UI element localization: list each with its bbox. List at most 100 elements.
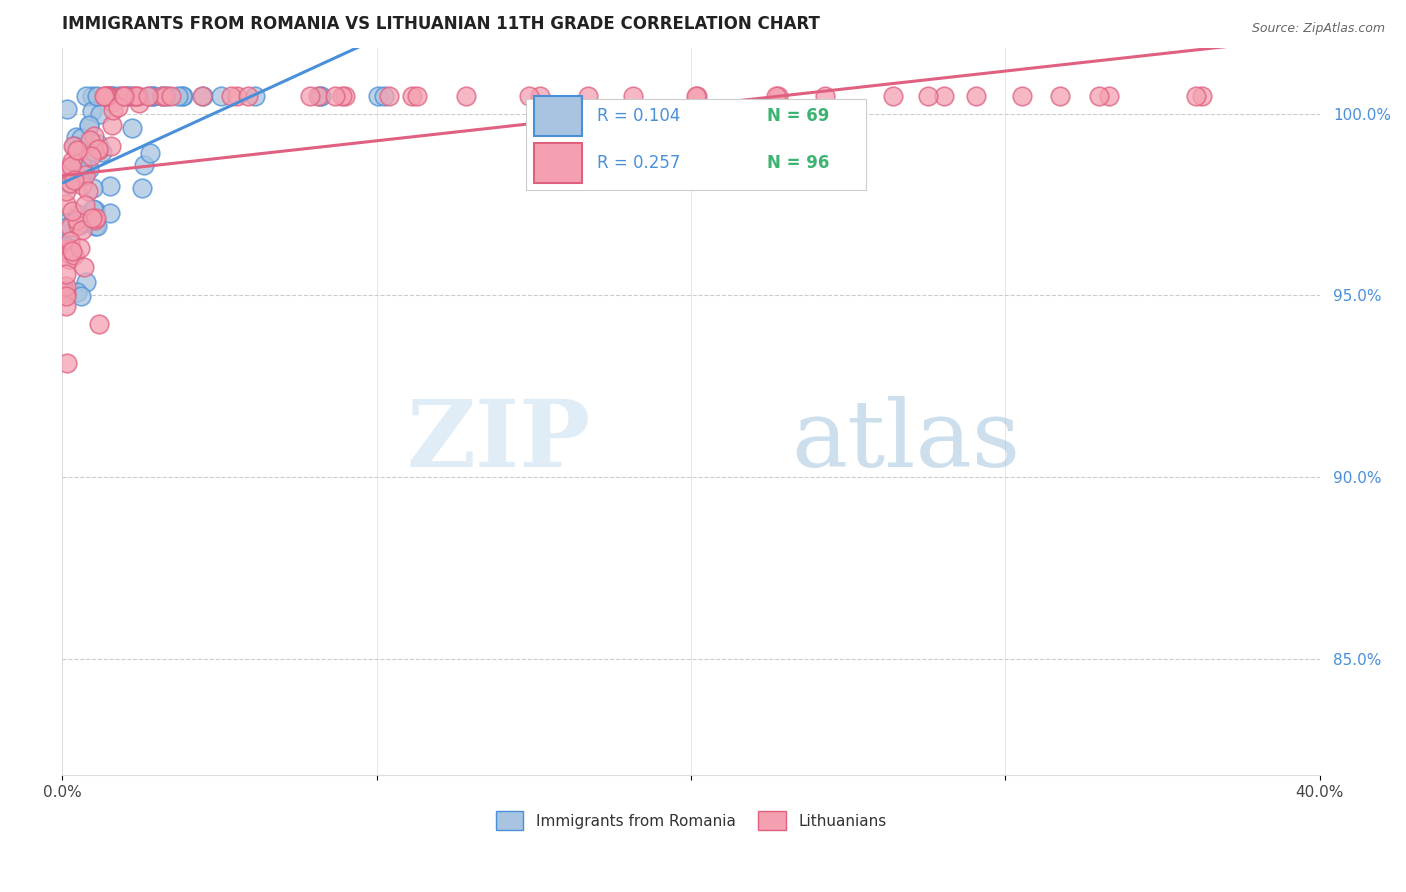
Point: [69, 218, 91, 232]
Point: [917, 88, 939, 103]
Point: [55, 227, 77, 241]
Point: [87, 143, 110, 157]
Point: [69, 289, 91, 303]
Point: [55, 167, 77, 181]
Point: [83, 128, 105, 143]
Point: [67, 218, 90, 232]
Point: [330, 88, 353, 103]
Point: [97, 88, 120, 103]
Point: [367, 88, 389, 103]
Point: [101, 95, 124, 109]
Point: [55, 196, 77, 211]
Point: [114, 88, 136, 103]
Point: [576, 88, 599, 103]
Point: [101, 88, 124, 103]
Point: [98, 179, 121, 194]
Point: [65, 129, 87, 144]
Point: [59, 176, 82, 190]
Point: [86, 219, 108, 233]
Point: [226, 88, 249, 103]
Point: [456, 88, 478, 103]
Point: [131, 181, 153, 195]
Point: [219, 88, 242, 103]
Point: [58, 247, 80, 261]
Point: [59, 220, 82, 235]
Point: [55, 283, 77, 297]
Point: [63, 139, 86, 153]
Point: [55, 216, 77, 230]
Point: [150, 88, 173, 103]
Point: [191, 88, 214, 103]
Point: [98, 88, 121, 103]
Point: [66, 207, 89, 221]
Point: [77, 118, 100, 132]
Text: atlas: atlas: [792, 396, 1021, 485]
Point: [77, 184, 100, 198]
Point: [56, 356, 79, 370]
Point: [965, 88, 987, 103]
Point: [58, 162, 80, 177]
Point: [1184, 88, 1206, 103]
Point: [142, 88, 165, 103]
FancyBboxPatch shape: [534, 95, 582, 136]
Point: [70, 223, 93, 237]
Text: R = 0.104: R = 0.104: [598, 107, 681, 125]
Point: [378, 88, 401, 103]
Text: N = 96: N = 96: [766, 153, 830, 172]
Point: [98, 205, 121, 219]
Point: [882, 88, 904, 103]
Point: [55, 279, 77, 293]
Point: [91, 145, 114, 159]
Point: [62, 139, 84, 153]
Point: [298, 88, 321, 103]
Point: [77, 120, 100, 134]
Point: [170, 88, 193, 103]
Point: [84, 202, 107, 217]
Legend: Immigrants from Romania, Lithuanians: Immigrants from Romania, Lithuanians: [489, 805, 893, 836]
Point: [67, 170, 90, 185]
Point: [1191, 88, 1213, 103]
Point: [76, 135, 98, 149]
Text: IMMIGRANTS FROM ROMANIA VS LITHUANIAN 11TH GRADE CORRELATION CHART: IMMIGRANTS FROM ROMANIA VS LITHUANIAN 11…: [62, 15, 820, 33]
Point: [128, 96, 150, 111]
Point: [97, 88, 120, 103]
Point: [76, 148, 98, 162]
Point: [685, 88, 707, 103]
Point: [67, 144, 90, 158]
Point: [75, 88, 97, 103]
Point: [62, 248, 84, 262]
Point: [1011, 88, 1033, 103]
Point: [89, 107, 111, 121]
Point: [79, 132, 101, 146]
Point: [156, 88, 179, 103]
Point: [87, 137, 110, 152]
Point: [82, 181, 104, 195]
Point: [127, 88, 149, 103]
Point: [115, 88, 138, 103]
Point: [236, 88, 259, 103]
Point: [121, 120, 143, 135]
Point: [765, 88, 787, 103]
Point: [60, 216, 83, 230]
Point: [1087, 88, 1109, 103]
Point: [70, 167, 93, 181]
Point: [814, 88, 837, 103]
Point: [80, 149, 103, 163]
Point: [55, 240, 77, 254]
Point: [55, 267, 77, 281]
Point: [60, 204, 83, 219]
Point: [59, 235, 82, 249]
Point: [308, 88, 330, 103]
Point: [84, 212, 107, 227]
Point: [111, 88, 134, 103]
Point: [150, 88, 173, 103]
Point: [112, 88, 135, 103]
Point: [621, 88, 644, 103]
Point: [529, 88, 551, 103]
Point: [87, 142, 110, 156]
Point: [107, 99, 129, 113]
Point: [59, 242, 82, 256]
Point: [73, 260, 96, 274]
Point: [94, 88, 117, 103]
Point: [209, 88, 232, 103]
